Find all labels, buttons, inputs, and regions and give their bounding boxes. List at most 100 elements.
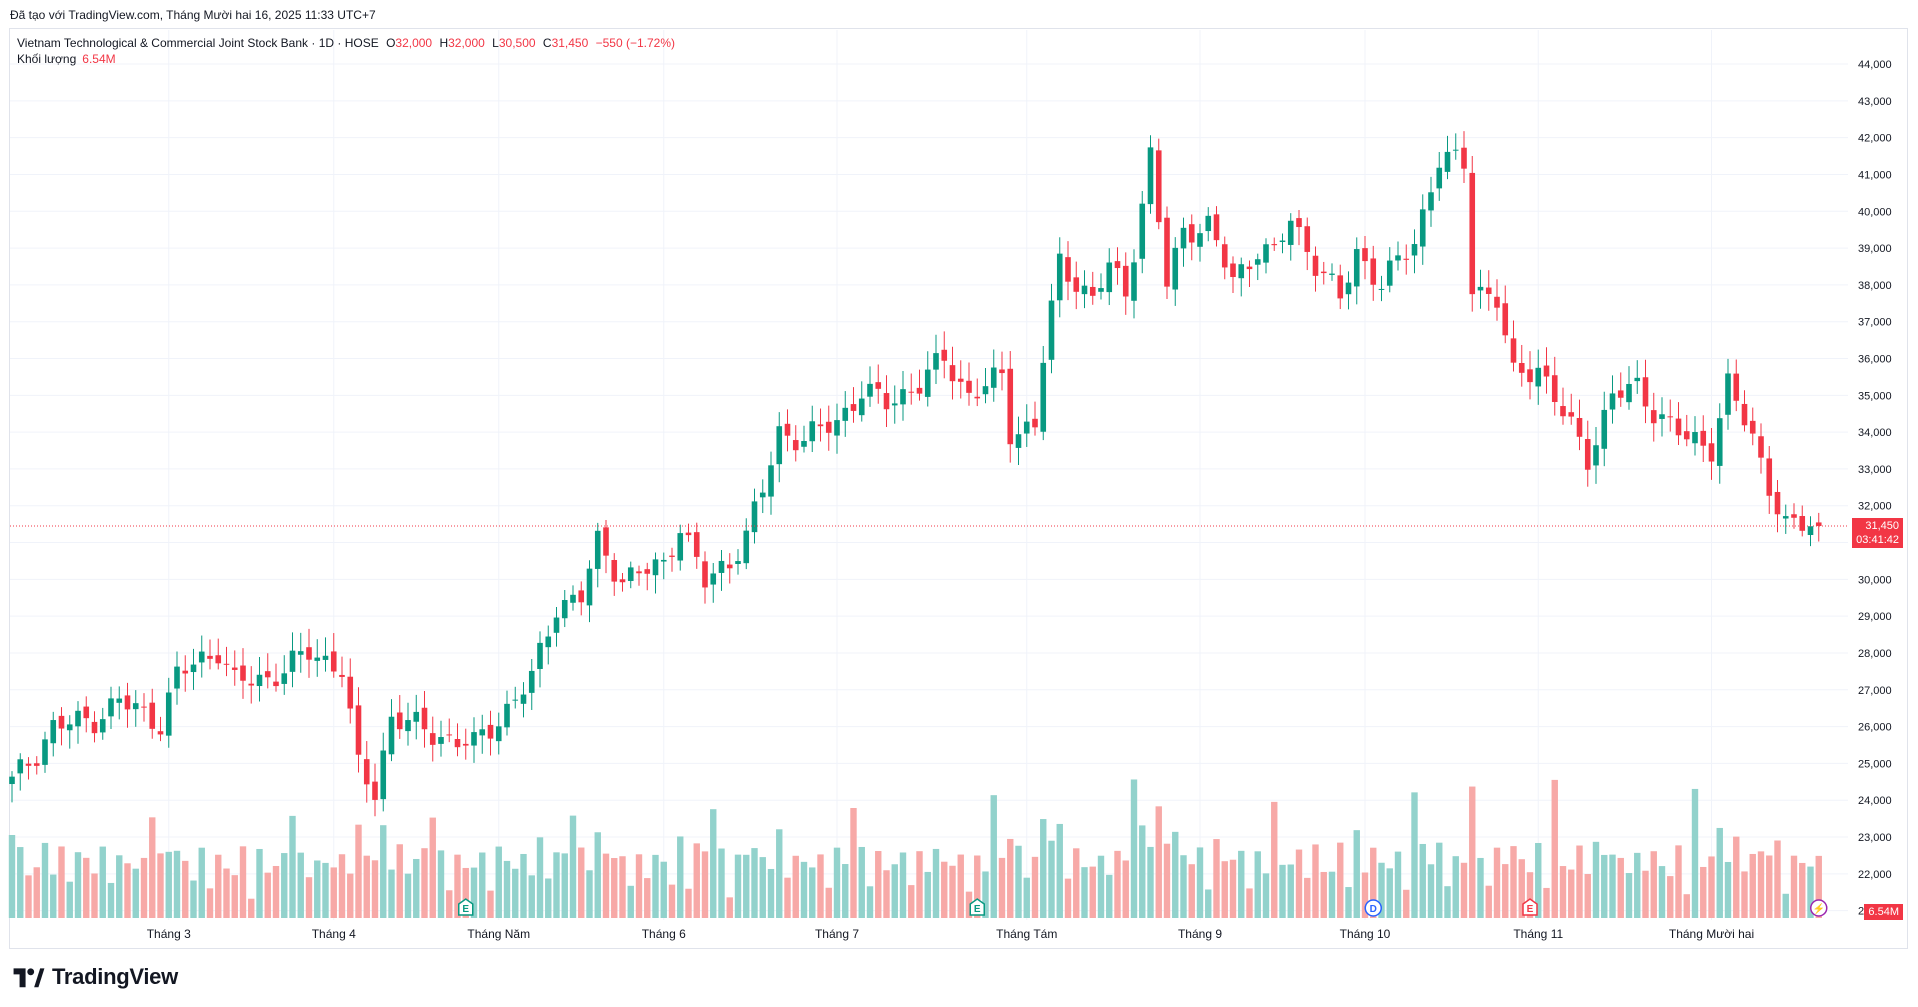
candle-body xyxy=(462,743,469,746)
symbol-legend[interactable]: Vietnam Technological & Commercial Joint… xyxy=(17,35,675,52)
candle-body xyxy=(1114,261,1121,269)
candle-body xyxy=(1568,412,1575,417)
volume-bar xyxy=(314,860,321,918)
volume-bar xyxy=(850,808,857,918)
marker-shape xyxy=(1522,898,1538,916)
volume-bar xyxy=(165,851,172,918)
volume-bar xyxy=(1485,885,1492,918)
tradingview-logo[interactable]: TradingView xyxy=(12,964,178,990)
volume-bar xyxy=(1469,786,1476,918)
candle-body xyxy=(190,664,197,673)
candle-body xyxy=(83,706,90,719)
candle-body xyxy=(1650,410,1657,424)
volume-bar xyxy=(1312,844,1319,918)
volume-legend[interactable]: Khối lượng 6.54M xyxy=(17,52,116,66)
volume-bar xyxy=(800,861,808,918)
candle-body xyxy=(1436,167,1443,189)
volume-bar xyxy=(1477,857,1484,918)
candle-body xyxy=(875,382,882,389)
price-tick-label: 28,000 xyxy=(1858,648,1892,660)
price-tick-label: 42,000 xyxy=(1858,133,1892,145)
candle-body xyxy=(1131,262,1137,301)
candle-body xyxy=(479,729,486,736)
volume-bar xyxy=(305,877,313,918)
candle-body xyxy=(759,492,766,498)
volume-bar xyxy=(1733,836,1740,918)
volume-bar xyxy=(899,852,907,918)
volume-bar xyxy=(1452,856,1459,918)
candle-body xyxy=(174,666,180,689)
volume-bar xyxy=(1526,872,1534,918)
candle-body xyxy=(99,719,106,733)
candle-body xyxy=(495,726,502,742)
volume-bar xyxy=(371,860,379,918)
candle-body xyxy=(1221,244,1228,268)
candle-body xyxy=(867,383,873,397)
volume-bar xyxy=(1114,850,1121,918)
volume-bar xyxy=(99,846,106,918)
volume-bar xyxy=(413,858,420,918)
candle-body xyxy=(1246,266,1253,270)
volume-bar xyxy=(264,872,271,918)
candle-body xyxy=(1700,430,1707,446)
candle-body xyxy=(1056,253,1063,301)
price-tick-label: 35,000 xyxy=(1858,390,1892,402)
candle-body xyxy=(891,403,898,406)
volume-bar xyxy=(281,853,288,918)
candle-body xyxy=(949,365,956,382)
candle-body xyxy=(1147,147,1154,205)
volume-bar xyxy=(1122,860,1129,918)
candle-body xyxy=(611,560,618,582)
volume-bar xyxy=(644,878,651,918)
candle-body xyxy=(372,781,378,800)
volume-bar xyxy=(1460,862,1468,918)
candle-body xyxy=(264,671,271,678)
volume-bar xyxy=(1559,866,1567,918)
candle-body xyxy=(17,759,24,774)
candle-body xyxy=(1683,431,1690,440)
volume-bar xyxy=(1650,851,1657,918)
candle-body xyxy=(1312,255,1319,276)
volume-bar xyxy=(1172,831,1179,918)
candle-body xyxy=(842,407,849,421)
candle-body xyxy=(982,386,989,395)
candle-body xyxy=(1015,434,1022,448)
candle-body xyxy=(1452,149,1459,151)
volume-bar xyxy=(1675,845,1682,918)
volume-bar xyxy=(578,847,585,918)
volume-bar xyxy=(1378,862,1385,918)
candle-body xyxy=(504,703,510,728)
candle-body xyxy=(792,440,799,451)
volume-bar xyxy=(1601,854,1608,918)
volume-bar xyxy=(1328,871,1336,918)
price-tick-label: 27,000 xyxy=(1858,685,1892,697)
candle-body xyxy=(652,559,659,576)
volume-bar xyxy=(1337,842,1344,918)
volume-bar xyxy=(1246,888,1253,918)
candle-body xyxy=(1675,418,1682,436)
volume-bar xyxy=(272,865,280,918)
volume-bar xyxy=(1015,845,1022,918)
volume-bar xyxy=(1106,874,1113,918)
candle-body xyxy=(825,421,832,433)
volume-bar xyxy=(140,857,148,918)
volume-bar xyxy=(677,836,684,918)
candle-body xyxy=(941,349,948,361)
volume-bar xyxy=(1617,857,1624,918)
volume-bar xyxy=(231,875,238,918)
volume-bar xyxy=(1386,868,1393,918)
earnings-marker: E xyxy=(458,898,474,916)
candle-body xyxy=(1642,377,1649,407)
price-tick-label: 24,000 xyxy=(1858,795,1892,807)
candle-body xyxy=(1444,151,1451,172)
volume-bar xyxy=(396,844,403,918)
volume-tag-value: 6.54M xyxy=(1868,906,1899,918)
volume-bar xyxy=(248,898,255,918)
candle-body xyxy=(1089,286,1096,296)
volume-bar xyxy=(1089,866,1096,918)
volume-bar xyxy=(239,846,247,918)
volume-bar xyxy=(1518,859,1525,918)
volume-bar xyxy=(974,855,981,918)
volume-bar xyxy=(330,867,337,918)
